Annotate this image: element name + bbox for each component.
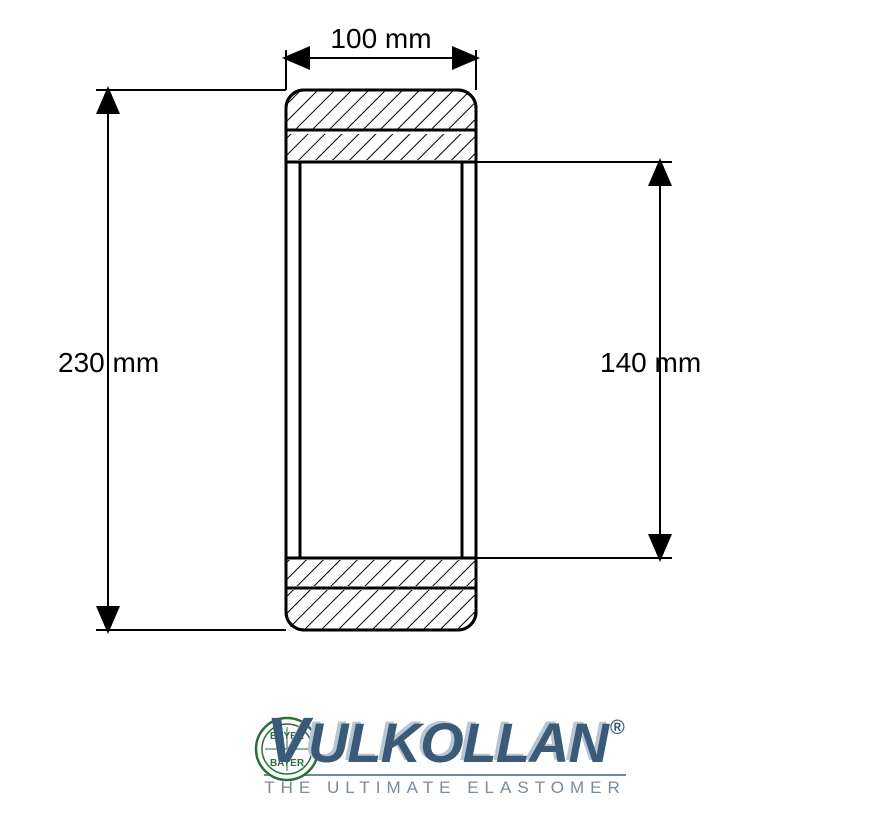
technical-drawing: 100 mm 230 mm 140 mm <box>0 0 890 820</box>
drawing-svg: 100 mm 230 mm 140 mm <box>0 0 890 720</box>
outer-height-label: 230 mm <box>58 347 159 378</box>
brand-wordmark: VULKOLLAN VULKOLLAN® <box>264 708 626 772</box>
brand-first-char: V <box>266 704 308 776</box>
dimension-width: 100 mm <box>286 23 476 90</box>
registered-mark: ® <box>610 717 624 739</box>
brand-logo: BAYER BAYER VULKOLLAN VULKOLLAN® THE ULT… <box>0 708 890 798</box>
width-label: 100 mm <box>330 23 431 54</box>
dimension-outer-height: 230 mm <box>58 90 286 630</box>
wheel-cross-section <box>286 90 476 630</box>
brand-rest: ULKOLLAN <box>308 711 608 774</box>
inner-height-label: 140 mm <box>600 347 701 378</box>
dimension-inner-height: 140 mm <box>476 162 701 558</box>
